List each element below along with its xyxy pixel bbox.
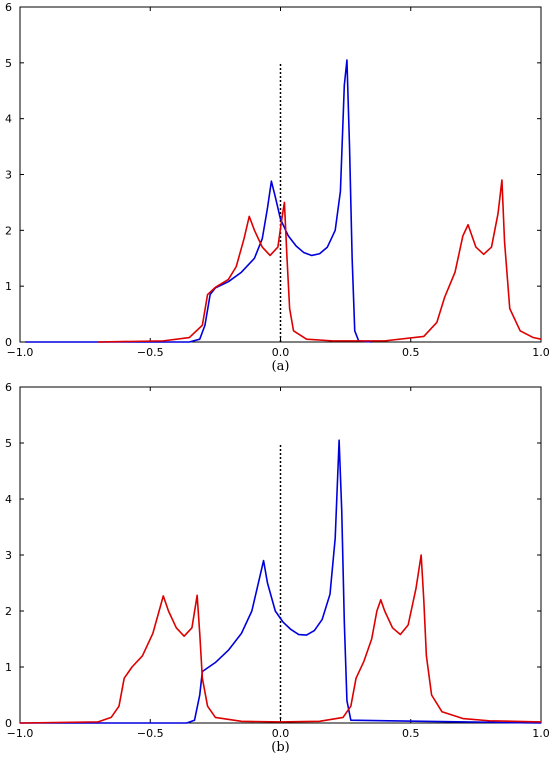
panel-label: (a) <box>272 359 290 374</box>
y-tick-label: 1 <box>5 661 12 674</box>
series-line-blue <box>20 439 542 724</box>
panel-a: −1.0 −0.5 0.0 0.5 1.0 0 1 2 3 4 5 6 (a) <box>5 1 550 374</box>
panel-b: −1.0 −0.5 0.0 0.5 1.0 0 1 2 3 4 5 6 (b) <box>5 381 550 755</box>
y-tick-label: 6 <box>5 381 12 394</box>
x-tick-label: 0.0 <box>272 727 290 740</box>
x-tick-label: −0.5 <box>137 346 164 359</box>
x-tick-label: −1.0 <box>7 727 34 740</box>
x-tick-label: 0.5 <box>402 346 420 359</box>
y-tick-label: 1 <box>5 280 12 293</box>
x-tick-label: −0.5 <box>137 727 164 740</box>
y-tick-label: 6 <box>5 1 12 14</box>
y-tick-label: 4 <box>5 493 12 506</box>
y-tick-label: 5 <box>5 57 12 70</box>
y-tick-label: 0 <box>5 336 12 349</box>
series-line-blue <box>25 59 372 343</box>
x-tick-label: −1.0 <box>7 346 34 359</box>
plot-frame <box>19 6 542 343</box>
y-tick-label: 4 <box>5 113 12 126</box>
x-tick-label: 0.0 <box>272 346 290 359</box>
y-tick-label: 2 <box>5 224 12 237</box>
panel-label: (b) <box>271 740 289 755</box>
y-tick-label: 0 <box>5 717 12 730</box>
series-line-red <box>19 554 542 724</box>
y-tick-label: 5 <box>5 437 12 450</box>
y-tick-label: 2 <box>5 605 12 618</box>
y-tick-label: 3 <box>5 169 12 182</box>
series-line-red <box>98 179 542 343</box>
x-tick-label: 1.0 <box>532 727 550 740</box>
y-tick-label: 3 <box>5 549 12 562</box>
x-tick-label: 0.5 <box>402 727 420 740</box>
x-tick-label: 1.0 <box>532 346 550 359</box>
